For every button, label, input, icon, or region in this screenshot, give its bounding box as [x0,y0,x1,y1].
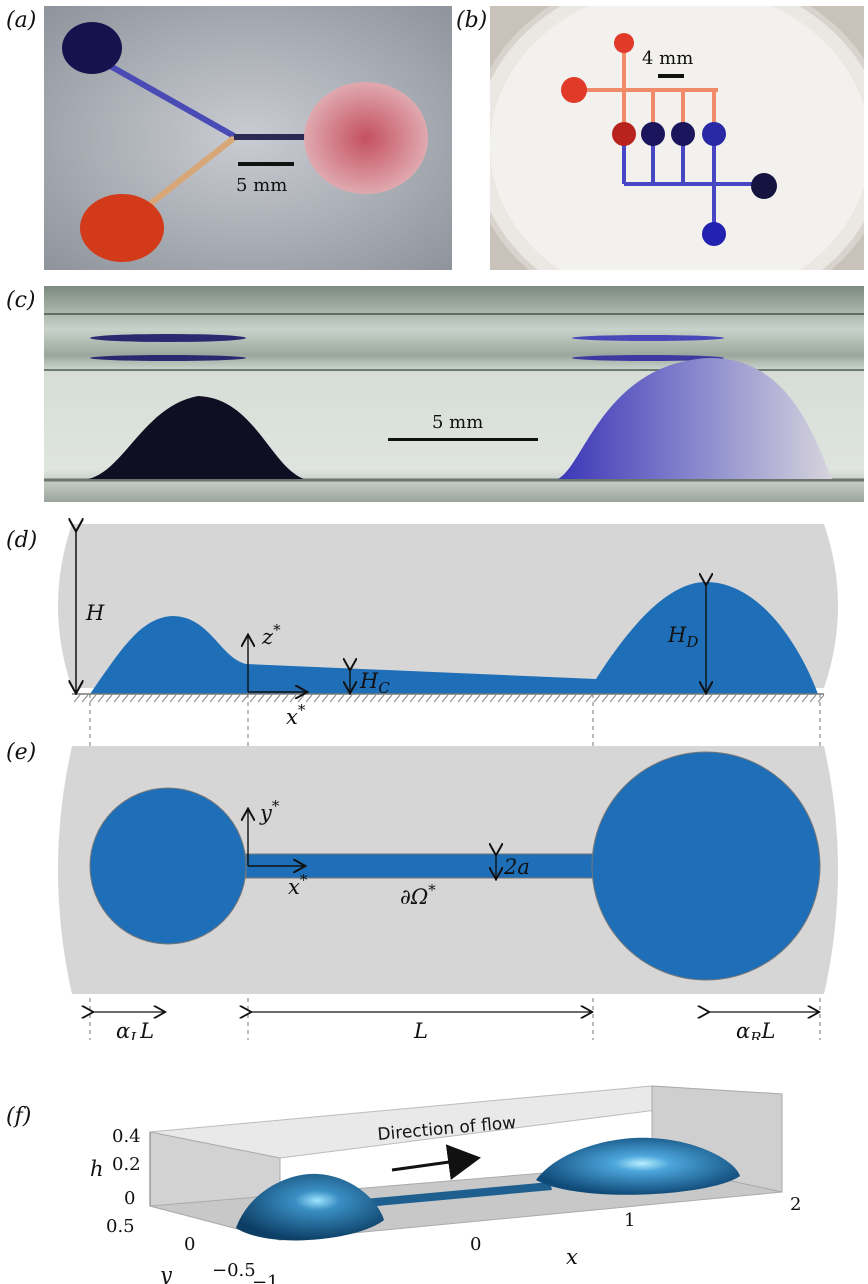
right-reservoir [591,751,821,981]
z-star-label: z* [261,621,281,649]
L-label: L [413,1019,428,1040]
y-tick-3: −1 [252,1272,279,1284]
red-drop [80,194,164,262]
panel-e-label: (e) [6,740,37,765]
scale-label-c: 5 mm [432,412,483,433]
panel-b-label: (b) [456,8,488,33]
y-tick-2: −0.5 [212,1260,256,1281]
panel-d-label: (d) [6,528,38,553]
alpha-R-label: αRL [736,1019,775,1040]
h-axis-label: h [90,1157,104,1181]
right-drop-side [558,357,832,479]
x-tick-1: 1 [624,1210,635,1231]
scale-bar-a [238,162,294,166]
left-reservoir [89,787,247,945]
y-axis-label: y [159,1263,173,1284]
dark-blue-drop [62,22,122,74]
scale-label-b: 4 mm [642,48,693,69]
panel-a-photo: 5 mm [44,6,452,270]
y-tick-0: 0.5 [106,1216,135,1237]
flow-arrow [391,1144,481,1180]
y-star-label: y* [259,797,280,825]
H-label: H [85,601,105,625]
x-axis-label: x [566,1245,578,1269]
two-a-label: 2a [503,855,530,879]
left-drop-side [88,396,304,479]
right-dome [536,1137,740,1195]
pink-drop [304,82,428,194]
x-star-label-d: x* [286,701,306,729]
panel-a-label: (a) [6,8,37,33]
HD-label: HD [667,623,698,651]
panel-b-photo: 4 mm [490,6,864,270]
panel-f-label: (f) [6,1104,32,1129]
blue-channel [87,51,236,139]
panel-d-diagram: /* placeholder */ H z* x* HC HD [58,516,838,729]
fluid-profile [90,582,818,694]
h-tick-1: 0.2 [112,1154,141,1175]
substrate-hatching [73,694,825,703]
orange-channel [138,135,236,215]
scale-bar-c [388,438,538,441]
alpha-L-label: αLL [116,1019,154,1040]
scale-bar-b [658,74,684,78]
y-tick-1: 0 [184,1234,195,1255]
x-tick-2: 2 [790,1194,801,1215]
x-tick-0: 0 [470,1234,481,1255]
panel-c-label: (c) [6,288,36,313]
panel-e-diagram: y* x* 2a ∂Ω* αLL L αRL [58,746,838,1040]
panel-f-3d-plot: Direction of flow 0.4 0.2 0 h 0.5 0 −0.5… [90,1085,801,1284]
scale-label-a: 5 mm [236,175,287,196]
HC-label: HC [359,669,390,697]
h-tick-0: 0.4 [112,1126,141,1147]
panel-c-photo: 5 mm [44,286,864,502]
left-dome [236,1173,384,1241]
h-tick-2: 0 [124,1188,135,1209]
x-star-label-e: x* [288,871,308,899]
boundary-label: ∂Ω* [400,881,436,909]
